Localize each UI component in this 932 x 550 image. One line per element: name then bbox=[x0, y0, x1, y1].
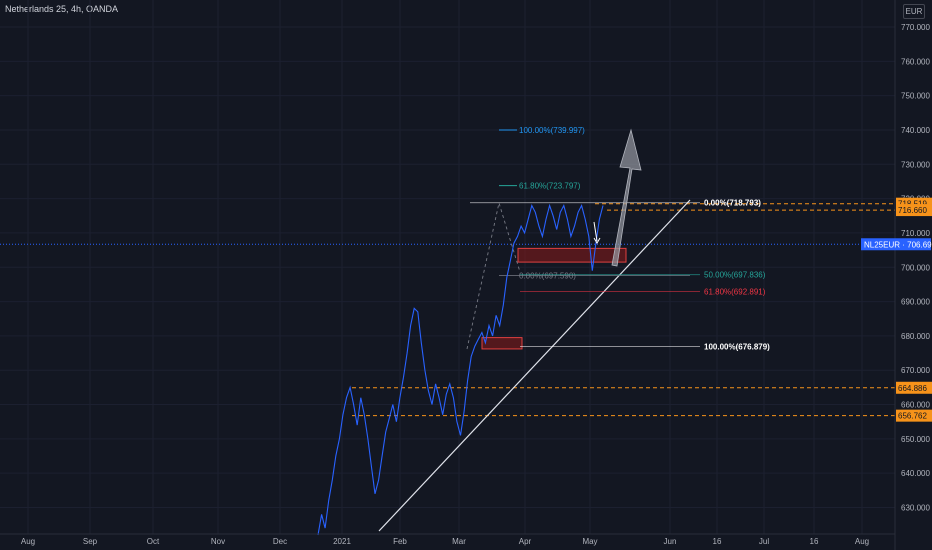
y-tick-label: 670.000 bbox=[901, 366, 930, 375]
x-tick-label: Aug bbox=[855, 537, 869, 546]
fib-level-label: 61.80%(692.891) bbox=[704, 288, 766, 297]
currency-button[interactable]: EUR bbox=[903, 4, 925, 19]
demand-zones bbox=[481, 247, 627, 350]
price-label-box bbox=[896, 409, 932, 422]
upper-demand-zone bbox=[517, 247, 627, 263]
x-tick-label: Oct bbox=[147, 537, 160, 546]
x-tick-label: 16 bbox=[713, 537, 722, 546]
fib-level-label: 100.00%(676.879) bbox=[704, 343, 770, 352]
arrows bbox=[593, 128, 642, 267]
price-label-text: 664.886 bbox=[898, 384, 927, 393]
y-tick-label: 640.000 bbox=[901, 469, 930, 478]
x-tick-label: Dec bbox=[273, 537, 287, 546]
x-tick-label: Aug bbox=[21, 537, 35, 546]
y-tick-label: 730.000 bbox=[901, 160, 930, 169]
price-label-box bbox=[896, 204, 932, 217]
y-tick-label: 770.000 bbox=[901, 23, 930, 32]
y-tick-label: 660.000 bbox=[901, 401, 930, 410]
x-tick-label: Mar bbox=[452, 537, 466, 546]
y-tick-label: 700.000 bbox=[901, 263, 930, 272]
x-tick-label: Feb bbox=[393, 537, 407, 546]
y-tick-label: 760.000 bbox=[901, 57, 930, 66]
x-tick-label: 16 bbox=[810, 537, 819, 546]
fib-level-label: 50.00%(697.836) bbox=[704, 271, 766, 280]
x-axis: Aug Sep Oct Nov Dec 2021 Feb Mar Apr May Jun 16 Jul 1… bbox=[0, 533, 895, 546]
x-tick-label: Jun bbox=[664, 537, 677, 546]
current-price-label: NL25EUR · 706.697 bbox=[864, 240, 932, 249]
y-tick-label: 680.000 bbox=[901, 332, 930, 341]
price-label-box bbox=[896, 381, 932, 394]
price-series bbox=[317, 203, 604, 536]
y-tick-label: 750.000 bbox=[901, 92, 930, 101]
y-tick-label: 650.000 bbox=[901, 435, 930, 444]
x-tick-label: Apr bbox=[519, 537, 532, 546]
x-tick-label: Nov bbox=[211, 537, 225, 546]
y-tick-label: 690.000 bbox=[901, 298, 930, 307]
x-tick-label: Jul bbox=[759, 537, 769, 546]
price-label-text: 716.660 bbox=[898, 206, 927, 215]
x-tick-label: 2021 bbox=[333, 537, 351, 546]
chart-title: Netherlands 25, 4h, OANDA bbox=[5, 4, 119, 14]
x-tick-label: Sep bbox=[83, 537, 98, 546]
fib-level-label: 100.00%(739.997) bbox=[519, 126, 585, 135]
current-price-box bbox=[861, 238, 931, 251]
lower-demand-zone bbox=[481, 337, 523, 350]
fib-projection-path bbox=[466, 201, 521, 350]
y-tick-label: 740.000 bbox=[901, 126, 930, 135]
price-line bbox=[317, 203, 604, 536]
trendline bbox=[378, 199, 691, 532]
fib-level-label: 0.00%(718.793) bbox=[704, 199, 761, 208]
price-label-text: 656.762 bbox=[898, 412, 927, 421]
grid bbox=[0, 0, 895, 534]
y-tick-label: 710.000 bbox=[901, 229, 930, 238]
x-tick-label: May bbox=[582, 537, 597, 546]
small-down-arrow-icon bbox=[593, 221, 601, 244]
y-axis: 770.000760.000750.000740.000730.000720.0… bbox=[894, 0, 930, 550]
ascending-trendline bbox=[378, 199, 691, 532]
horizontal-lines bbox=[0, 203, 895, 417]
fib-level-label: 0.00%(697.590) bbox=[519, 272, 576, 281]
fib-level-label: 61.80%(723.797) bbox=[519, 182, 581, 191]
up-arrow-icon bbox=[611, 128, 642, 267]
y-tick-label: 630.000 bbox=[901, 504, 930, 513]
fib-levels: 100.00%(739.997) 61.80%(723.797) 0.00%(697… bbox=[466, 126, 770, 352]
